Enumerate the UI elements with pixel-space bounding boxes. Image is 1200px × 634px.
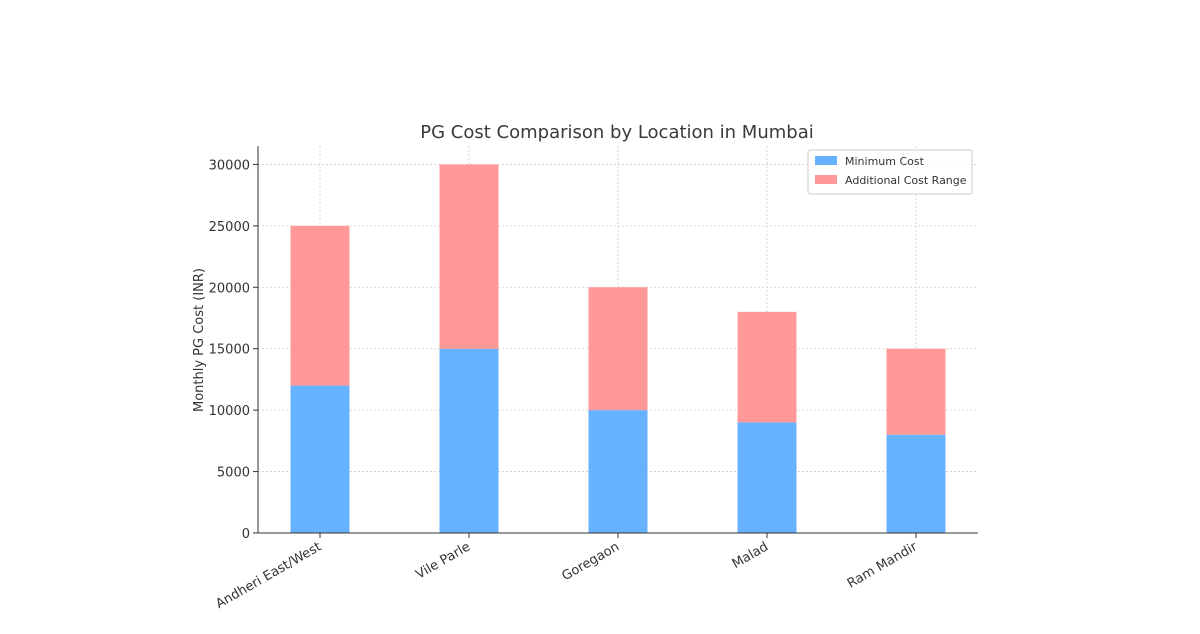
legend-label-additional-cost-range: Additional Cost Range [845, 174, 967, 187]
bar-additional-cost-range-vile-parle [439, 164, 499, 349]
y-axis-label: Monthly PG Cost (INR) [192, 268, 207, 412]
bar-minimum-cost-goregaon [588, 410, 648, 533]
chart-title: PG Cost Comparison by Location in Mumbai [420, 122, 813, 143]
bar-additional-cost-range-goregaon [588, 287, 648, 411]
y-tick-label: 10000 [209, 404, 250, 419]
y-tick-label: 30000 [209, 158, 250, 173]
legend-frame [807, 149, 973, 195]
bars [290, 164, 946, 533]
y-axis-ticks: 0 5000 10000 15000 20000 25000 30000 [209, 158, 258, 542]
bar-additional-cost-range-ram-mandir [886, 348, 946, 435]
bar-minimum-cost-ram-mandir [886, 434, 946, 533]
y-tick-label: 25000 [209, 220, 250, 235]
bar-minimum-cost-vile-parle [439, 348, 499, 533]
x-axis-ticks: Andheri East/West Vile Parle Goregaon Malad… [213, 533, 921, 612]
x-tick-label: Vile Parle [413, 539, 473, 582]
x-tick-label: Goregaon [560, 539, 622, 584]
y-tick-label: 5000 [217, 466, 250, 481]
y-tick-label: 15000 [209, 343, 250, 358]
y-tick-label: 20000 [209, 281, 250, 296]
legend: Minimum Cost Additional Cost Range [807, 149, 973, 195]
x-tick-label: Malad [730, 539, 771, 571]
legend-label-minimum-cost: Minimum Cost [845, 155, 925, 168]
bar-additional-cost-range-andheri-east-west [290, 225, 350, 386]
x-tick-label: Andheri East/West [213, 539, 324, 612]
legend-swatch-additional-cost-range [815, 175, 837, 184]
bar-minimum-cost-malad [737, 422, 797, 533]
x-tick-label: Ram Mandir [845, 539, 921, 591]
legend-swatch-minimum-cost [815, 156, 837, 165]
bar-minimum-cost-andheri-east-west [290, 385, 350, 533]
bar-additional-cost-range-malad [737, 311, 797, 423]
y-tick-label: 0 [242, 527, 250, 542]
